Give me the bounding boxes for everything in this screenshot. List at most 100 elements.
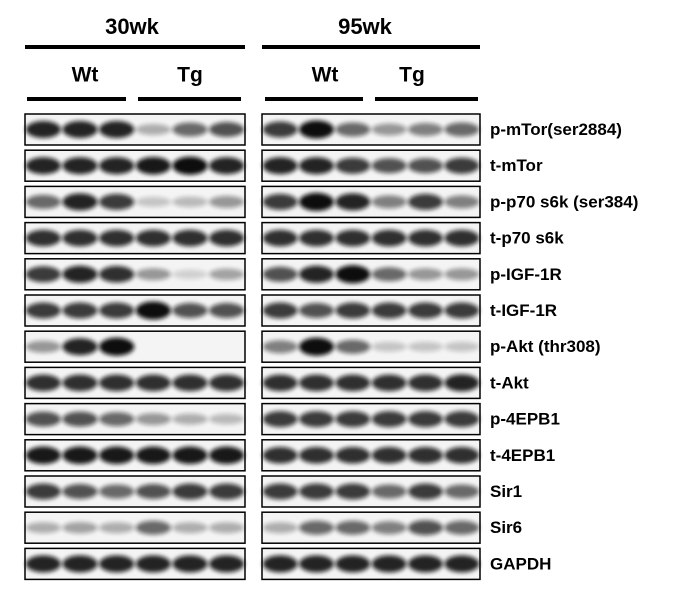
- band: [335, 229, 371, 247]
- strip-bg: [25, 114, 245, 145]
- band: [299, 447, 334, 464]
- strip-bg: [25, 186, 245, 218]
- blot-strip: [261, 113, 481, 146]
- band: [371, 411, 407, 428]
- band: [99, 555, 135, 573]
- strip-frame: [24, 221, 246, 255]
- strip-bg: [25, 222, 245, 254]
- blot-strip: [261, 149, 481, 182]
- band: [62, 521, 98, 534]
- blot-strip: [24, 439, 246, 472]
- band: [209, 195, 245, 208]
- band: [444, 520, 480, 535]
- band: [99, 446, 135, 465]
- strip-frame: [24, 511, 246, 544]
- band: [262, 522, 298, 534]
- band: [135, 156, 171, 175]
- row-label: p-mTor(ser2884): [490, 120, 622, 139]
- strip-frame: [24, 185, 246, 219]
- strip-bg: [25, 403, 245, 435]
- band: [25, 522, 61, 534]
- band: [172, 374, 208, 392]
- strip-bg: [262, 258, 480, 290]
- band: [408, 483, 443, 500]
- band: [299, 337, 334, 356]
- band: [135, 229, 171, 247]
- band: [371, 374, 407, 392]
- band: [444, 157, 480, 174]
- band: [25, 411, 61, 427]
- strip-bg: [262, 186, 480, 218]
- band: [371, 521, 407, 535]
- band: [299, 229, 334, 247]
- band: [262, 302, 298, 319]
- subgroup-label: Wt: [72, 64, 99, 87]
- band: [25, 374, 61, 392]
- band: [25, 121, 61, 138]
- band: [335, 157, 371, 174]
- band: [172, 196, 208, 208]
- subgroup-label: Tg: [399, 64, 425, 87]
- band: [299, 265, 334, 283]
- band: [299, 157, 334, 175]
- band: [299, 303, 334, 318]
- band: [209, 268, 245, 281]
- band: [299, 192, 334, 211]
- band: [62, 446, 98, 465]
- blot-strip: [24, 475, 246, 508]
- strip-frame: [24, 113, 246, 146]
- band: [408, 555, 443, 573]
- band: [408, 520, 443, 536]
- band: [25, 483, 61, 500]
- row-label: t-IGF-1R: [490, 301, 557, 320]
- band: [209, 157, 245, 175]
- band: [299, 483, 334, 500]
- band: [135, 124, 171, 135]
- subgroup-label: Tg: [177, 64, 203, 87]
- band: [172, 446, 208, 465]
- band: [408, 341, 443, 352]
- band: [62, 555, 98, 573]
- band: [209, 122, 245, 137]
- band: [444, 195, 480, 209]
- band: [408, 374, 443, 392]
- blot-strip: [24, 547, 246, 581]
- band: [99, 522, 135, 534]
- band: [62, 157, 98, 175]
- band: [262, 411, 298, 428]
- band: [371, 447, 407, 464]
- band: [262, 229, 298, 247]
- band: [408, 411, 443, 428]
- band: [209, 446, 245, 465]
- strip-frame: [261, 511, 481, 544]
- band: [172, 483, 208, 500]
- band: [135, 446, 171, 465]
- blot-strip: [261, 221, 481, 255]
- strip-bg: [25, 258, 245, 290]
- strip-bg: [262, 222, 480, 254]
- band: [172, 229, 208, 247]
- band: [335, 483, 371, 500]
- band: [62, 374, 98, 392]
- band: [135, 374, 171, 392]
- strip-frame: [261, 185, 481, 219]
- band: [62, 193, 98, 211]
- band: [62, 484, 98, 499]
- blot-strip: [24, 511, 246, 544]
- row-label: Sir6: [490, 518, 522, 537]
- strip-frame: [24, 330, 246, 363]
- band: [444, 447, 480, 464]
- band: [209, 374, 245, 392]
- strip-frame: [261, 149, 481, 182]
- band: [444, 302, 480, 319]
- strip-bg: [262, 367, 480, 399]
- band: [135, 520, 171, 535]
- blot-strip: [24, 402, 246, 436]
- band: [299, 374, 334, 392]
- row-label: t-mTor: [490, 156, 543, 175]
- strip-bg: [262, 114, 480, 145]
- strip-frame: [24, 547, 246, 581]
- band: [172, 413, 208, 425]
- band: [335, 447, 371, 464]
